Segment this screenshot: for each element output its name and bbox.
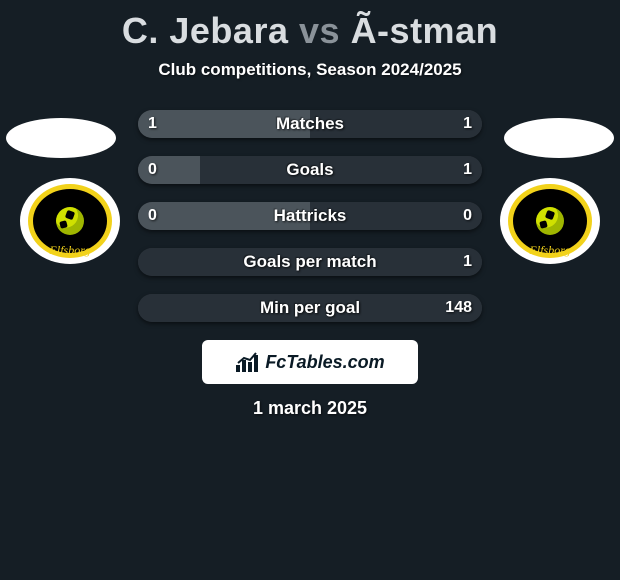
stat-value-right: 1 bbox=[453, 156, 482, 184]
stat-value-left: 0 bbox=[138, 202, 167, 230]
stat-fill-right bbox=[138, 248, 482, 276]
stat-bars: 11Matches01Goals00Hattricks1Goals per ma… bbox=[138, 110, 482, 322]
player1-photo-placeholder bbox=[6, 118, 116, 158]
attribution-text: FcTables.com bbox=[265, 352, 384, 373]
player1-club-badge: Elfsborg bbox=[20, 178, 120, 264]
stat-bar: 148Min per goal bbox=[138, 294, 482, 322]
stat-value-left: 1 bbox=[138, 110, 167, 138]
stat-value-right: 148 bbox=[435, 294, 482, 322]
player1-name: C. Jebara bbox=[122, 10, 289, 51]
stat-fill-right bbox=[138, 294, 482, 322]
chart-icon bbox=[235, 351, 261, 373]
stat-bar: 01Goals bbox=[138, 156, 482, 184]
page-title: C. Jebara vs Ã-stman bbox=[0, 0, 620, 52]
stat-value-left: 0 bbox=[138, 156, 167, 184]
stat-fill-right bbox=[200, 156, 482, 184]
stat-value-left bbox=[138, 294, 158, 322]
player2-club-badge: Elfsborg bbox=[500, 178, 600, 264]
attribution-box[interactable]: FcTables.com bbox=[202, 340, 418, 384]
stat-value-right: 1 bbox=[453, 248, 482, 276]
stat-bar: 11Matches bbox=[138, 110, 482, 138]
player2-photo-placeholder bbox=[504, 118, 614, 158]
date-text: 1 march 2025 bbox=[0, 398, 620, 419]
subtitle: Club competitions, Season 2024/2025 bbox=[0, 60, 620, 80]
stat-value-right: 0 bbox=[453, 202, 482, 230]
player2-name: Ã-stman bbox=[351, 10, 499, 51]
stat-value-right: 1 bbox=[453, 110, 482, 138]
vs-text: vs bbox=[299, 10, 340, 51]
stat-bar: 1Goals per match bbox=[138, 248, 482, 276]
stat-value-left bbox=[138, 248, 158, 276]
stat-bar: 00Hattricks bbox=[138, 202, 482, 230]
